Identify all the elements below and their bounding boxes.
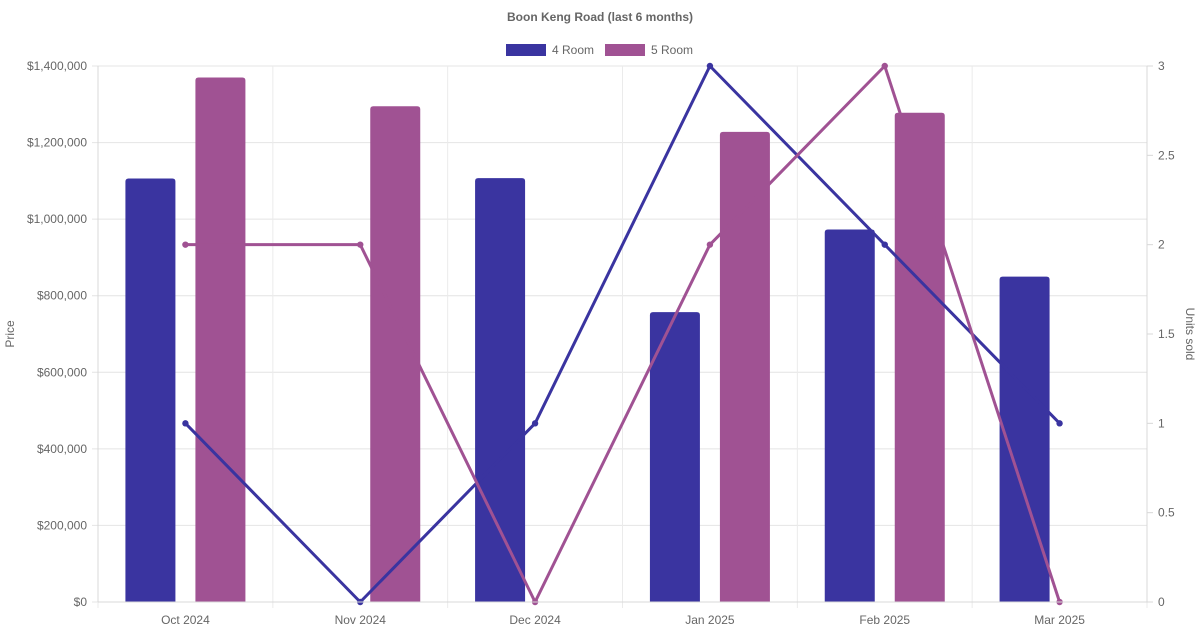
point-5-room-units-sold-nov-2024[interactable]	[357, 241, 364, 248]
y-right-tick-label: 0.5	[1158, 506, 1175, 520]
y-left-tick-label: $800,000	[37, 289, 87, 303]
gridlines	[92, 65, 1148, 608]
legend-swatch-5-room	[605, 44, 645, 56]
x-tick-label: Feb 2025	[859, 613, 910, 627]
point-5-room-units-sold-oct-2024[interactable]	[182, 241, 189, 248]
legend[interactable]: 4 Room 5 Room	[506, 43, 693, 57]
x-tick-label: Oct 2024	[161, 613, 210, 627]
chart-title: Boon Keng Road (last 6 months)	[507, 10, 693, 24]
y-axis-right-title: Units sold	[1183, 308, 1197, 361]
y-right-tick-label: 1	[1158, 416, 1165, 430]
line-5-room-units-sold	[185, 64, 1062, 604]
y-left-tick-label: $1,400,000	[27, 59, 87, 73]
bar-5-room-feb-2025[interactable]	[894, 112, 945, 603]
bar-series	[125, 77, 1050, 603]
bar-series-4-room	[125, 178, 1050, 603]
line-4-room-units-sold	[184, 64, 1061, 604]
y-left-tick-label: $600,000	[37, 365, 87, 379]
line-series-4-room-units-sold	[182, 62, 1063, 606]
y-right-tick-label: 2	[1158, 238, 1165, 252]
bar-5-room-oct-2024[interactable]	[195, 77, 246, 602]
x-tick-label: Dec 2024	[509, 613, 561, 627]
legend-item-4-room[interactable]: 4 Room	[506, 43, 594, 57]
y-left-tick-label: $200,000	[37, 518, 87, 532]
bar-4-room-oct-2024[interactable]	[125, 178, 176, 602]
point-4-room-units-sold-jan-2025[interactable]	[706, 62, 714, 70]
y-right-tick-label: 3	[1158, 59, 1165, 73]
bar-4-room-feb-2025[interactable]	[824, 229, 875, 603]
x-tick-label: Jan 2025	[685, 613, 735, 627]
bar-5-room-jan-2025[interactable]	[719, 131, 770, 602]
y-left-tick-label: $0	[74, 595, 88, 609]
bar-4-room-jan-2025[interactable]	[649, 312, 700, 602]
point-4-room-units-sold-mar-2025[interactable]	[1056, 420, 1063, 427]
bar-4-room-mar-2025[interactable]	[999, 276, 1050, 602]
point-4-room-units-sold-oct-2024[interactable]	[182, 420, 189, 427]
y-axis-left-title: Price	[3, 320, 17, 348]
legend-label-5-room: 5 Room	[651, 43, 693, 57]
legend-item-5-room[interactable]: 5 Room	[605, 43, 693, 57]
legend-label-4-room: 4 Room	[552, 43, 594, 57]
y-right-tick-label: 2.5	[1158, 148, 1175, 162]
y-right-tick-label: 0	[1158, 595, 1165, 609]
x-tick-label: Mar 2025	[1034, 613, 1085, 627]
x-tick-label: Nov 2024	[335, 613, 387, 627]
point-5-room-units-sold-feb-2025[interactable]	[881, 62, 888, 70]
axes: $0 $200,000 $400,000 $600,000 $800,000 $1,000…	[27, 59, 1175, 627]
y-left-tick-label: $400,000	[37, 442, 87, 456]
y-left-tick-label: $1,200,000	[27, 136, 87, 150]
legend-swatch-4-room	[506, 44, 546, 56]
y-right-tick-label: 1.5	[1158, 327, 1175, 341]
line-series	[182, 62, 1063, 606]
y-left-tick-label: $1,000,000	[27, 212, 87, 226]
bar-4-room-dec-2024[interactable]	[475, 178, 526, 603]
point-4-room-units-sold-feb-2025[interactable]	[881, 241, 888, 248]
bar-5-room-nov-2024[interactable]	[370, 106, 421, 602]
point-5-room-units-sold-jan-2025[interactable]	[706, 241, 714, 248]
point-4-room-units-sold-dec-2024[interactable]	[531, 420, 539, 427]
